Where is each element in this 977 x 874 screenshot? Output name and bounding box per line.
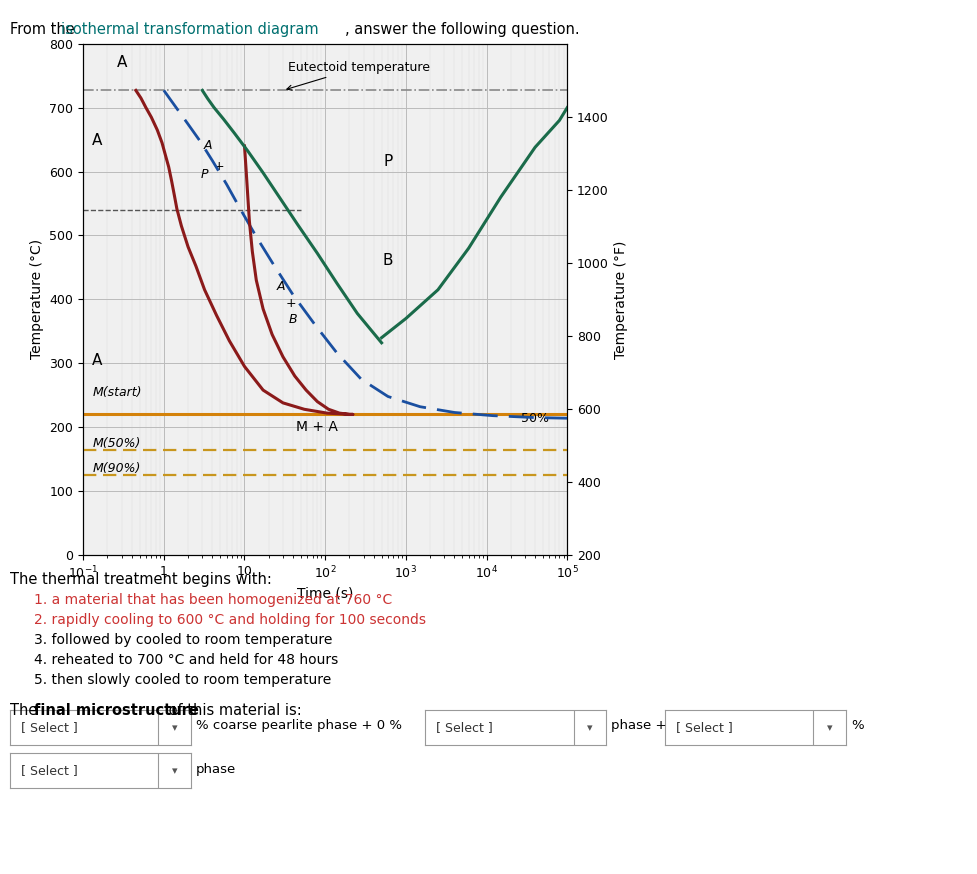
Text: 2. rapidly cooling to 600 °C and holding for 100 seconds: 2. rapidly cooling to 600 °C and holding… bbox=[34, 613, 426, 627]
Text: A: A bbox=[92, 134, 103, 149]
Text: A: A bbox=[203, 140, 212, 152]
Text: A: A bbox=[276, 280, 284, 293]
Text: The thermal treatment begins with:: The thermal treatment begins with: bbox=[10, 572, 272, 587]
Text: M + A: M + A bbox=[296, 420, 338, 434]
Text: B: B bbox=[382, 253, 393, 268]
Text: +: + bbox=[213, 160, 224, 173]
Text: ▾: ▾ bbox=[826, 723, 831, 733]
Text: The: The bbox=[10, 703, 42, 718]
Text: [ Select ]: [ Select ] bbox=[21, 765, 77, 777]
Text: [ Select ]: [ Select ] bbox=[21, 721, 77, 733]
Text: +: + bbox=[285, 297, 296, 310]
Text: From the: From the bbox=[10, 22, 79, 37]
Text: A: A bbox=[116, 55, 127, 71]
Text: 1. a material that has been homogenized at 760 °C: 1. a material that has been homogenized … bbox=[34, 593, 392, 607]
Text: P: P bbox=[383, 155, 392, 170]
Text: A: A bbox=[92, 352, 103, 368]
Text: , answer the following question.: , answer the following question. bbox=[345, 22, 579, 37]
Text: 3. followed by cooled to room temperature: 3. followed by cooled to room temperatur… bbox=[34, 633, 332, 647]
Text: M(50%): M(50%) bbox=[92, 437, 141, 449]
Text: [ Select ]: [ Select ] bbox=[675, 721, 732, 733]
Text: [ Select ]: [ Select ] bbox=[436, 721, 492, 733]
Text: %: % bbox=[850, 719, 863, 732]
Text: ▾: ▾ bbox=[171, 766, 177, 777]
Text: final microstructure: final microstructure bbox=[34, 703, 199, 718]
X-axis label: Time (s): Time (s) bbox=[297, 586, 353, 600]
Text: M(start): M(start) bbox=[92, 385, 142, 399]
Text: P: P bbox=[200, 168, 208, 181]
Text: 4. reheated to 700 °C and held for 48 hours: 4. reheated to 700 °C and held for 48 ho… bbox=[34, 653, 338, 667]
Text: ▾: ▾ bbox=[171, 723, 177, 733]
Text: 50%: 50% bbox=[521, 413, 548, 426]
Text: ▾: ▾ bbox=[586, 723, 592, 733]
Text: of this material is:: of this material is: bbox=[164, 703, 302, 718]
Text: phase +: phase + bbox=[611, 719, 666, 732]
Y-axis label: Temperature (°F): Temperature (°F) bbox=[614, 240, 628, 358]
Text: % coarse pearlite phase + 0 %: % coarse pearlite phase + 0 % bbox=[195, 719, 402, 732]
Text: M(90%): M(90%) bbox=[92, 462, 141, 475]
Text: isothermal transformation diagram: isothermal transformation diagram bbox=[61, 22, 318, 37]
Text: 5. then slowly cooled to room temperature: 5. then slowly cooled to room temperatur… bbox=[34, 673, 331, 687]
Text: phase: phase bbox=[195, 763, 235, 775]
Text: Eutectoid temperature: Eutectoid temperature bbox=[286, 61, 430, 90]
Text: B: B bbox=[288, 313, 297, 326]
Y-axis label: Temperature (°C): Temperature (°C) bbox=[30, 239, 44, 359]
